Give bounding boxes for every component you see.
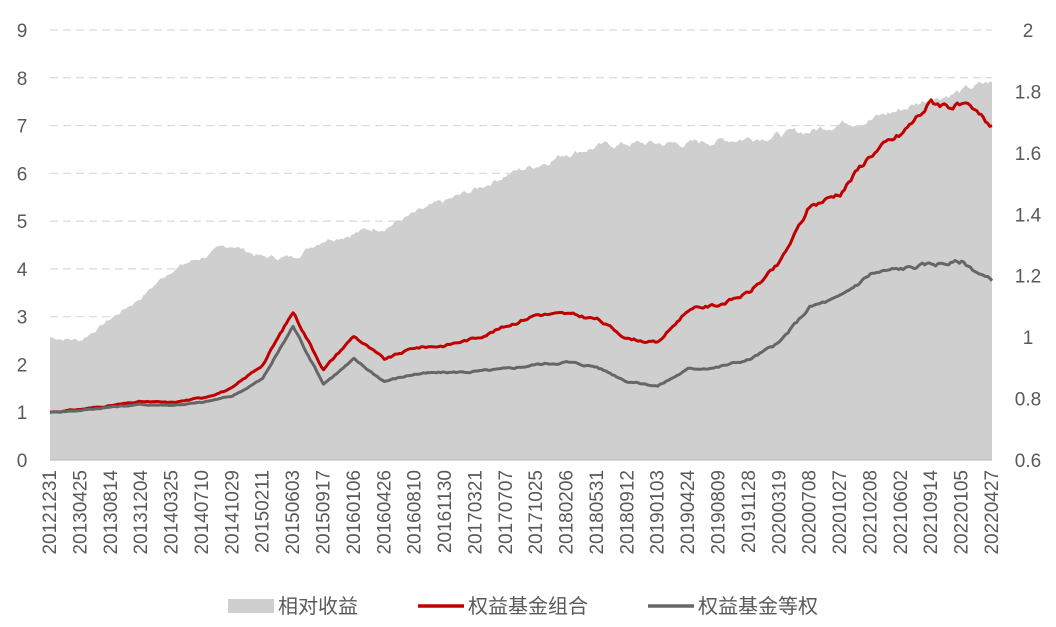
x-tick-label: 20161130 [435, 470, 456, 553]
line-series-0 [49, 98, 993, 414]
x-tick-label: 20140325 [162, 470, 183, 555]
legend-label: 相对收益 [278, 594, 358, 618]
y-right-tick-label: 0.6 [1015, 451, 1041, 472]
y-left-tick-label: 2 [17, 355, 28, 376]
legend-label: 权益基金等权 [698, 594, 818, 618]
y-right-tick-label: 1.4 [1015, 205, 1042, 226]
x-tick-label: 20220105 [952, 470, 973, 555]
x-tick-label: 20160810 [405, 470, 426, 555]
x-tick-label: 20210914 [921, 470, 942, 555]
x-tick-label: 20130425 [70, 470, 91, 555]
x-tick-label: 20150917 [313, 470, 334, 555]
x-tick-label: 20150603 [283, 470, 304, 555]
y-left-tick-label: 9 [17, 21, 28, 42]
x-tick-label: 20171025 [526, 470, 547, 555]
x-tick-label: 20160426 [374, 470, 395, 555]
axis-layer: 0 1 2 3 4 5 6 7 8 9 0.6 0.8 1 1.2 1.4 1.6 1.8 2 20121231 20… [17, 21, 1042, 555]
area-relative-return [50, 81, 992, 460]
y-left-tick-label: 8 [17, 69, 28, 90]
x-tick-label: 20200319 [769, 470, 790, 555]
line-layer [49, 98, 994, 414]
y-right-tick-label: 0.8 [1015, 390, 1041, 411]
line-series-1 [49, 258, 994, 414]
y-left-tick-label: 5 [17, 212, 28, 233]
legend: 相对收益 权益基金组合 权益基金等权 [228, 594, 818, 618]
y-right-tick-label: 1.2 [1015, 267, 1041, 288]
y-left-tick-label: 0 [17, 451, 28, 472]
x-tick-label: 20201027 [830, 470, 851, 555]
area-layer [50, 81, 992, 460]
x-tick-label: 20190103 [648, 470, 669, 555]
x-tick-label: 20131204 [131, 470, 152, 555]
x-tick-label: 20141029 [222, 470, 243, 555]
y-left-tick-label: 3 [17, 308, 28, 329]
x-tick-label: 20130814 [101, 470, 122, 555]
x-tick-label: 20140710 [192, 470, 213, 555]
y-right-tick-label: 1 [1023, 328, 1034, 349]
y-right-tick-label: 2 [1023, 21, 1034, 42]
x-tick-label: 20150211 [253, 470, 274, 553]
y-right-tick-label: 1.6 [1015, 144, 1041, 165]
y-right-tick-label: 1.8 [1015, 82, 1041, 103]
x-tick-label: 20210602 [891, 470, 912, 555]
legend-swatch [228, 599, 274, 613]
x-tick-label: 20160106 [344, 470, 365, 555]
x-tick-label: 20180531 [587, 470, 608, 555]
x-tick-label: 20210208 [860, 470, 881, 555]
x-tick-label: 20121231 [40, 470, 61, 555]
y-left-tick-label: 4 [17, 260, 28, 281]
y-left-tick-label: 6 [17, 164, 28, 185]
x-tick-label: 20170707 [496, 470, 517, 555]
x-tick-label: 20180912 [617, 470, 638, 555]
y-left-tick-label: 1 [17, 403, 28, 424]
legend-label: 权益基金组合 [468, 594, 588, 618]
x-tick-label: 20191128 [739, 470, 760, 553]
x-tick-label: 20180206 [557, 470, 578, 555]
x-tick-label: 20200708 [800, 470, 821, 555]
x-tick-label: 20170321 [465, 470, 486, 555]
x-tick-label: 20220427 [982, 470, 1003, 555]
x-tick-label: 20190424 [678, 470, 699, 555]
x-tick-label: 20190809 [709, 470, 730, 555]
y-left-tick-label: 7 [17, 117, 28, 138]
